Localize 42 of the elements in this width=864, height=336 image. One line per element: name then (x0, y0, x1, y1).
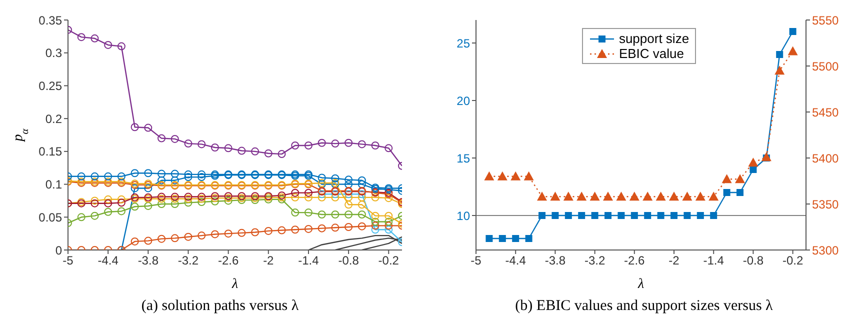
text: (a) solution paths versus λ (141, 298, 299, 315)
y-tick-label: 0.25 (38, 78, 62, 93)
y2-tick-label: 5550 (812, 13, 840, 28)
x-tick-label: -0.8 (742, 254, 764, 268)
y-tick-label: 0.15 (38, 144, 62, 159)
x-axis-title: λ (230, 277, 238, 292)
x-tick-label: -5 (62, 254, 74, 268)
y-tick-label: 0.2 (45, 112, 62, 126)
y-tick-label: 10 (456, 208, 470, 223)
y-tick-label: 0.35 (38, 13, 62, 28)
x-tick-label: -5 (470, 254, 482, 268)
x-tick-label: -2.6 (218, 254, 239, 268)
x-axis-title: λ (636, 277, 644, 292)
x-tick-label: -3.2 (584, 254, 606, 268)
text: (b) EBIC values and support sizes versus λ (515, 298, 773, 315)
y-tick-label: 0.1 (45, 178, 62, 192)
y2-tick-label: 5450 (812, 105, 840, 120)
x-tick-label: -3.8 (138, 254, 159, 268)
y-tick-label: 0.3 (45, 46, 62, 60)
x-tick-label: -0.2 (782, 254, 804, 268)
legend-label: EBIC value (618, 46, 684, 61)
y2-tick-label: 5400 (812, 151, 840, 166)
y-tick-label: 0.05 (38, 210, 62, 224)
x-tick-label: -4.4 (505, 254, 526, 268)
x-tick-label: -1.4 (703, 254, 724, 268)
y-tick-label: 0 (55, 243, 62, 258)
x-tick-label: -3.2 (178, 254, 199, 268)
x-tick-label: -3.8 (544, 254, 566, 268)
y2-tick-label: 5500 (812, 59, 840, 74)
x-tick-label: -1.4 (298, 254, 320, 268)
y-tick-label: 15 (456, 151, 470, 166)
x-tick-label: -0.2 (378, 254, 400, 268)
x-tick-label: -4.4 (98, 254, 119, 268)
legend-label: support size (618, 31, 690, 46)
x-tick-label: -2.6 (624, 254, 646, 268)
x-tick-label: -2 (263, 254, 274, 268)
x-tick-label: -2 (668, 254, 680, 268)
y2-tick-label: 5350 (812, 197, 840, 212)
y-tick-label: 25 (456, 36, 470, 50)
y-tick-label: 20 (456, 94, 470, 108)
y2-tick-label: 5300 (812, 243, 840, 258)
x-tick-label: -0.8 (338, 254, 360, 268)
